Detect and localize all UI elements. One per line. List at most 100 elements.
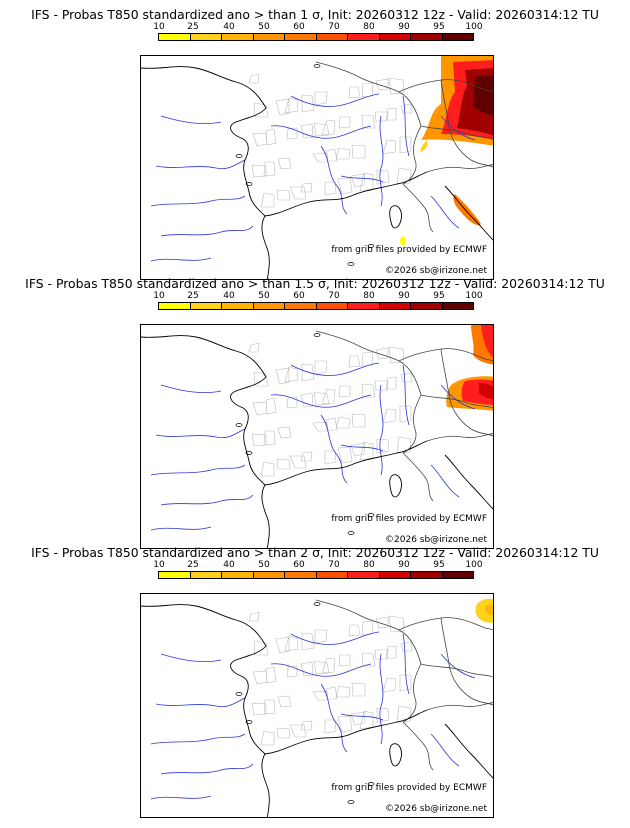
coastline (141, 335, 267, 378)
department-boundary (300, 720, 313, 731)
island (245, 182, 253, 186)
legend-tick: 95 (433, 22, 445, 32)
department-boundary (399, 136, 412, 154)
river-line (430, 464, 460, 498)
department-boundary (335, 416, 351, 429)
department-boundary (325, 686, 338, 700)
river-line (340, 175, 384, 183)
department-boundary (260, 730, 275, 746)
legend-swatch (222, 572, 254, 578)
department-boundary (359, 441, 374, 461)
legend-tick: 40 (223, 22, 235, 32)
country-border (440, 79, 493, 168)
department-boundary (313, 391, 330, 406)
department-boundary (321, 657, 336, 674)
department-boundary (300, 451, 313, 462)
department-boundary (361, 652, 376, 667)
department-boundary (324, 719, 337, 734)
legend-swatch (253, 34, 285, 40)
legend-swatch (222, 34, 254, 40)
legend-swatch (411, 34, 443, 40)
river-line (270, 394, 372, 408)
probability-area (481, 325, 493, 358)
department-boundary (400, 372, 413, 383)
department-boundary (399, 674, 412, 692)
legend-tick: 100 (465, 560, 483, 570)
river-line (402, 364, 410, 426)
island (367, 513, 375, 517)
department-boundary (350, 173, 366, 188)
map-area: from grib files provided by ECMWF ©2026 … (140, 55, 494, 280)
legend-swatch (190, 572, 222, 578)
island (313, 64, 321, 68)
legend-swatch (442, 34, 473, 40)
country-border (402, 183, 434, 233)
country-border (315, 330, 422, 396)
department-boundary (277, 695, 292, 708)
river-line (155, 159, 246, 170)
country-border (440, 617, 493, 706)
legend-color-bar (158, 571, 474, 579)
coastline (389, 205, 402, 229)
department-boundary (385, 645, 397, 659)
department-boundary (382, 408, 397, 424)
department-boundary (376, 707, 390, 723)
river-line (402, 95, 410, 157)
country-border (426, 702, 493, 711)
department-boundary (248, 611, 260, 622)
department-boundary (313, 660, 330, 675)
department-boundary (284, 97, 299, 114)
department-boundary (396, 167, 412, 185)
department-boundary (337, 446, 353, 464)
legend-tick-labels: 10 25 40 50 60 70 80 90 95 100 (140, 22, 492, 32)
coastline (389, 743, 402, 767)
legend-tick: 50 (258, 291, 270, 301)
department-boundary (338, 654, 351, 667)
country-border (420, 125, 493, 140)
department-boundary (263, 699, 276, 715)
coastline (444, 185, 493, 241)
legend-tick: 70 (328, 291, 340, 301)
department-boundary (276, 458, 291, 470)
department-boundary (260, 461, 275, 477)
island (235, 423, 243, 427)
department-boundary (248, 73, 260, 84)
department-boundary (376, 438, 390, 454)
department-boundary (286, 396, 298, 409)
department-boundary (321, 388, 336, 405)
department-boundary (277, 157, 292, 170)
forecast-panel-2: IFS - Probas T850 standardized ano > tha… (0, 277, 630, 549)
legend-tick: 50 (258, 560, 270, 570)
island (245, 720, 253, 724)
copyright-credit: ©2026 sb@irizone.net (385, 535, 487, 545)
panel-title: IFS - Probas T850 standardized ano > tha… (25, 276, 605, 291)
coastline (230, 107, 267, 217)
legend-swatch (379, 34, 411, 40)
legend-swatch (411, 303, 443, 309)
island (245, 451, 253, 455)
legend-tick: 80 (363, 291, 375, 301)
department-boundary (314, 91, 328, 106)
panel-title: IFS - Probas T850 standardized ano > tha… (31, 545, 599, 560)
river-line (290, 362, 380, 376)
legend-swatch (253, 303, 285, 309)
source-credit: from grib files provided by ECMWF (331, 783, 487, 793)
country-border (420, 663, 493, 678)
legend-tick: 25 (187, 291, 199, 301)
department-boundary (337, 177, 353, 195)
river-line (379, 384, 384, 476)
department-boundary (361, 351, 374, 367)
legend-tick: 60 (293, 291, 305, 301)
department-boundary (325, 148, 338, 162)
river-line (155, 428, 246, 439)
legend-swatch (285, 572, 317, 578)
coastline (444, 454, 493, 510)
legend-tick: 95 (433, 560, 445, 570)
legend-swatch (159, 572, 191, 578)
department-boundary (252, 670, 268, 685)
legend-tick: 40 (223, 560, 235, 570)
department-boundary (265, 666, 277, 684)
forecast-panel-3: IFS - Probas T850 standardized ano > tha… (0, 546, 630, 818)
department-boundary (313, 122, 330, 137)
department-boundary (361, 82, 374, 98)
